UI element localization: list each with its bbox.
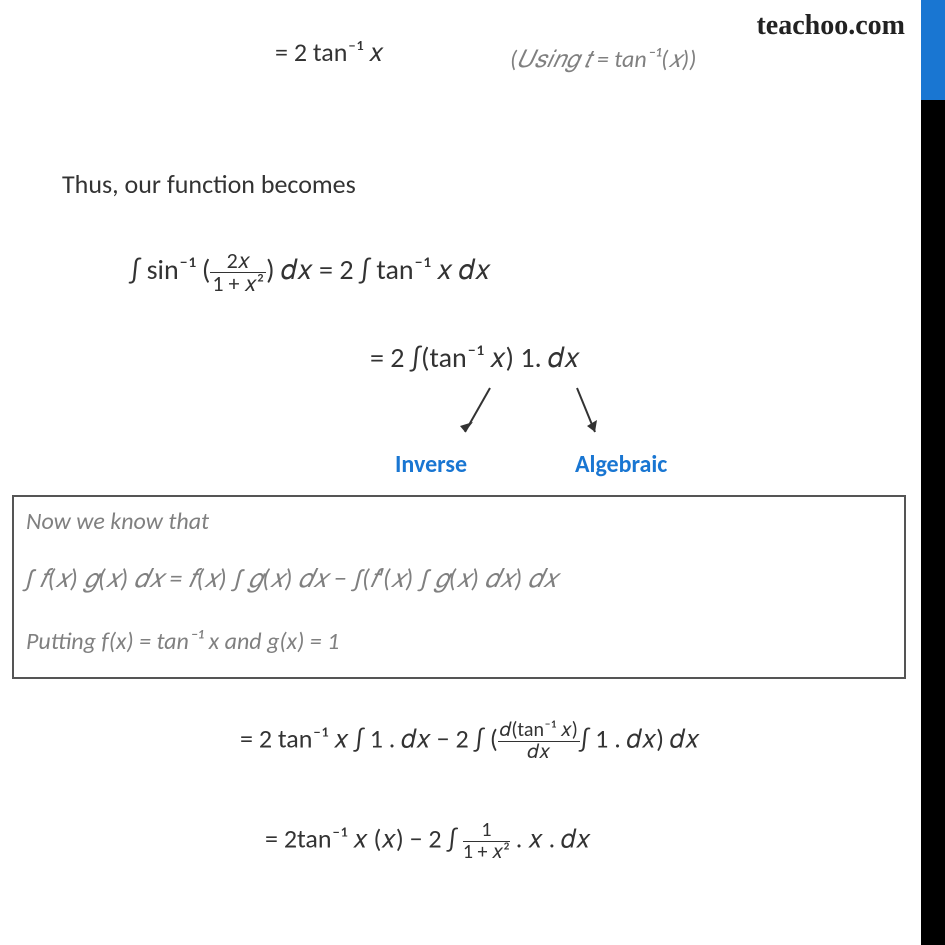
eq-line-6a: = 2tan⁻¹ 𝑥 (𝑥) − 2 ∫ (265, 823, 463, 855)
box-line-1: Now we know that (26, 507, 209, 536)
watermark: teachoo.com (756, 10, 905, 42)
box-line-3: Putting f(x) = tan⁻¹ x and g(x) = 1 (26, 627, 339, 656)
eq-line-6: = 2tan⁻¹ 𝑥 (𝑥) − 2 ∫ 1 1 + 𝑥² . 𝑥 . 𝑑𝑥 (265, 820, 591, 863)
eq-line-3-lhs: ∫ sin⁻¹ ( (130, 252, 210, 287)
eq-step-1-note: (𝑈𝑠𝑖𝑛𝑔 𝑡 = tan⁻¹(𝑥)) (510, 45, 696, 74)
label-algebraic: Algebraic (575, 450, 667, 479)
frac-bot-2: 𝑑𝑥 (498, 742, 580, 763)
right-bar-bottom (921, 100, 945, 945)
eq-line-3-rhs: ) 𝑑𝑥 = 2 ∫ tan⁻¹ 𝑥 𝑑𝑥 (266, 252, 490, 287)
eq-step-1: = 2 tan⁻¹ 𝑥 (275, 36, 383, 69)
theorem-box: Now we know that ∫ 𝑓(𝑥) 𝑔(𝑥) 𝑑𝑥 = 𝑓(𝑥) ∫… (12, 495, 906, 679)
arrow-right (565, 380, 625, 445)
eq-line-5: = 2 tan⁻¹ 𝑥 ∫ 1 . 𝑑𝑥 − 2 ∫ ( 𝑑(tan⁻¹ 𝑥) … (240, 720, 699, 763)
eq-line-5a: = 2 tan⁻¹ 𝑥 ∫ 1 . 𝑑𝑥 − 2 ∫ ( (240, 723, 498, 755)
frac-top-2: 𝑑(tan⁻¹ 𝑥) (498, 720, 580, 742)
eq-line-5b: ∫ 1 . 𝑑𝑥) 𝑑𝑥 (580, 723, 700, 755)
eq-line-4: = 2 ∫(tan⁻¹ 𝑥) 1. 𝑑𝑥 (370, 340, 580, 375)
frac-bot-3: 1 + 𝑥² (463, 842, 510, 863)
box-line-2: ∫ 𝑓(𝑥) 𝑔(𝑥) 𝑑𝑥 = 𝑓(𝑥) ∫ 𝑔(𝑥) 𝑑𝑥 − ∫(𝑓′(𝑥… (24, 562, 558, 595)
arrow-left (445, 380, 505, 445)
frac-top-3: 1 (463, 820, 510, 842)
right-bar-top (921, 0, 945, 100)
intro-text: Thus, our function becomes (62, 168, 356, 200)
frac-bot-1: 1 + 𝑥² (210, 273, 266, 295)
eq-line-6b: . 𝑥 . 𝑑𝑥 (510, 823, 591, 855)
label-inverse: Inverse (395, 450, 467, 479)
eq-line-3: ∫ sin⁻¹ ( 2𝑥 1 + 𝑥² ) 𝑑𝑥 = 2 ∫ tan⁻¹ 𝑥 𝑑… (130, 250, 491, 295)
